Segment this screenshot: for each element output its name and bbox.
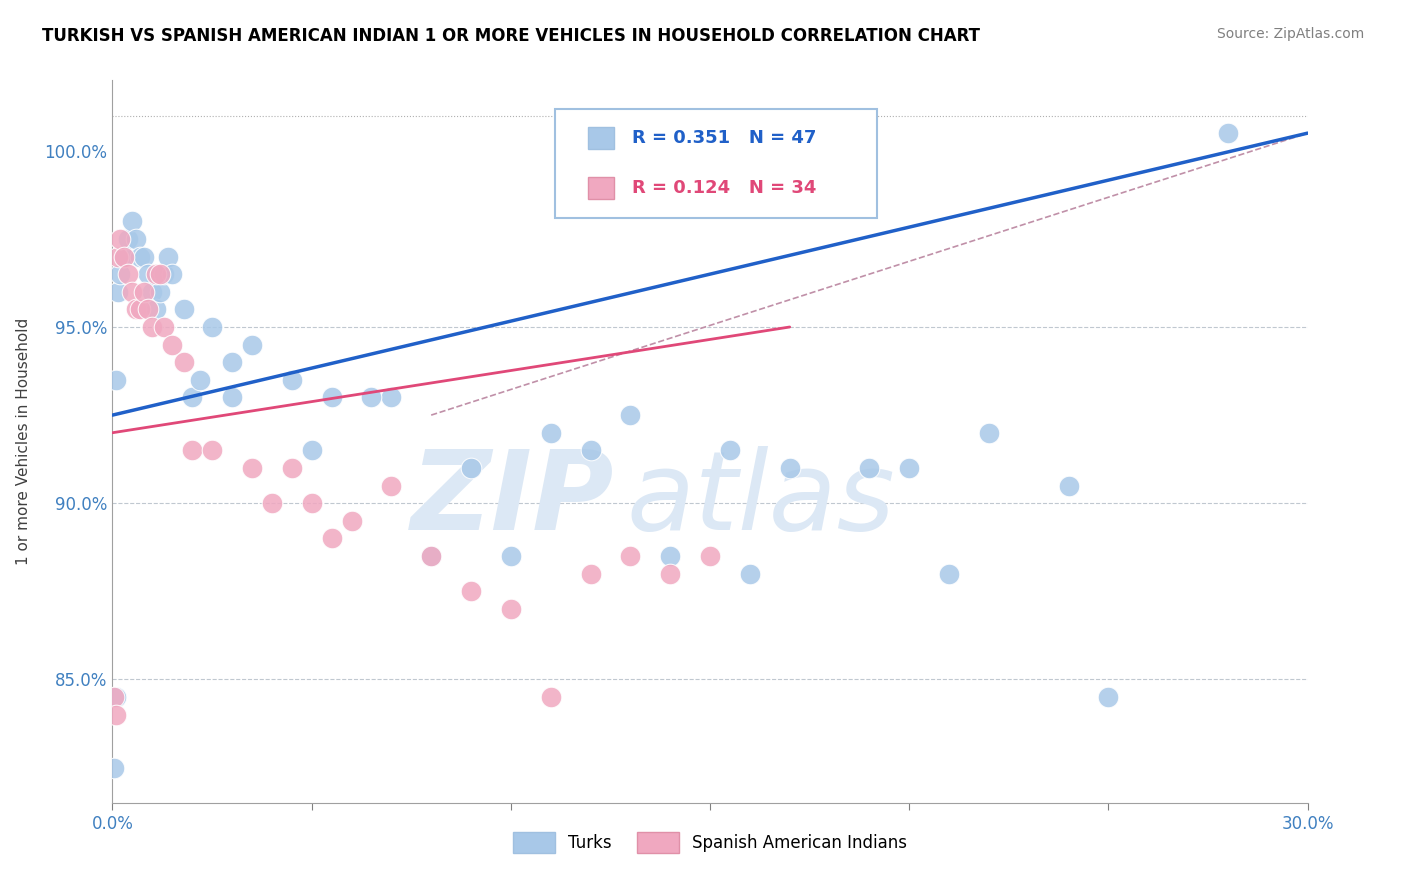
Point: [201, 443, 224, 458]
Point: [281, 373, 304, 387]
FancyBboxPatch shape: [588, 127, 614, 149]
Text: R = 0.351   N = 47: R = 0.351 N = 47: [633, 128, 817, 147]
Point: [107, 285, 129, 299]
Point: [117, 267, 139, 281]
Point: [138, 302, 160, 317]
Point: [380, 478, 402, 492]
Point: [718, 443, 741, 458]
Point: [173, 302, 195, 317]
Point: [125, 302, 148, 317]
Point: [145, 302, 167, 317]
Point: [162, 267, 183, 281]
FancyBboxPatch shape: [554, 109, 877, 218]
Point: [659, 566, 682, 581]
Text: R = 0.124   N = 34: R = 0.124 N = 34: [633, 179, 817, 197]
Point: [579, 566, 602, 581]
Point: [129, 250, 152, 264]
Point: [173, 355, 195, 369]
Point: [149, 267, 172, 281]
Y-axis label: 1 or more Vehicles in Household: 1 or more Vehicles in Household: [15, 318, 31, 566]
Point: [105, 373, 128, 387]
Point: [321, 532, 343, 546]
Point: [107, 250, 129, 264]
Point: [898, 461, 921, 475]
Point: [360, 391, 382, 405]
FancyBboxPatch shape: [588, 178, 614, 200]
Point: [103, 760, 125, 774]
Legend: Turks, Spanish American Indians: Turks, Spanish American Indians: [506, 826, 914, 860]
Point: [145, 267, 167, 281]
Point: [738, 566, 761, 581]
Point: [153, 267, 176, 281]
Text: TURKISH VS SPANISH AMERICAN INDIAN 1 OR MORE VEHICLES IN HOUSEHOLD CORRELATION C: TURKISH VS SPANISH AMERICAN INDIAN 1 OR …: [42, 27, 980, 45]
Point: [141, 320, 163, 334]
Point: [460, 461, 482, 475]
Point: [121, 285, 143, 299]
Point: [134, 250, 156, 264]
Point: [260, 496, 283, 510]
Point: [181, 443, 204, 458]
Point: [117, 232, 139, 246]
Point: [153, 320, 176, 334]
Point: [114, 250, 135, 264]
Point: [499, 549, 522, 563]
Point: [858, 461, 880, 475]
Point: [301, 496, 323, 510]
Point: [321, 391, 343, 405]
Point: [157, 250, 180, 264]
Point: [240, 461, 263, 475]
Point: [201, 320, 224, 334]
Text: atlas: atlas: [627, 446, 896, 553]
Point: [420, 549, 443, 563]
Point: [103, 690, 125, 704]
Point: [221, 391, 243, 405]
Point: [149, 285, 172, 299]
Point: [460, 584, 482, 599]
Point: [188, 373, 211, 387]
Point: [138, 267, 160, 281]
Point: [181, 391, 204, 405]
Point: [281, 461, 304, 475]
Point: [619, 549, 641, 563]
Point: [240, 337, 263, 351]
Point: [105, 707, 128, 722]
Point: [141, 285, 163, 299]
Point: [114, 250, 135, 264]
Point: [1097, 690, 1119, 704]
Point: [104, 690, 127, 704]
Text: Source: ZipAtlas.com: Source: ZipAtlas.com: [1216, 27, 1364, 41]
Point: [779, 461, 801, 475]
Point: [301, 443, 323, 458]
Point: [134, 285, 156, 299]
Point: [129, 302, 152, 317]
Point: [110, 232, 132, 246]
Point: [340, 514, 363, 528]
Point: [380, 391, 402, 405]
Text: ZIP: ZIP: [411, 446, 614, 553]
Point: [1057, 478, 1080, 492]
Point: [540, 690, 562, 704]
Point: [162, 337, 183, 351]
Point: [699, 549, 721, 563]
Point: [420, 549, 443, 563]
Point: [659, 549, 682, 563]
Point: [619, 408, 641, 422]
Point: [938, 566, 960, 581]
Point: [499, 602, 522, 616]
Point: [1216, 126, 1239, 140]
Point: [579, 443, 602, 458]
Point: [221, 355, 243, 369]
Point: [540, 425, 562, 440]
Point: [121, 214, 143, 228]
Point: [125, 232, 148, 246]
Point: [977, 425, 1000, 440]
Point: [110, 267, 132, 281]
